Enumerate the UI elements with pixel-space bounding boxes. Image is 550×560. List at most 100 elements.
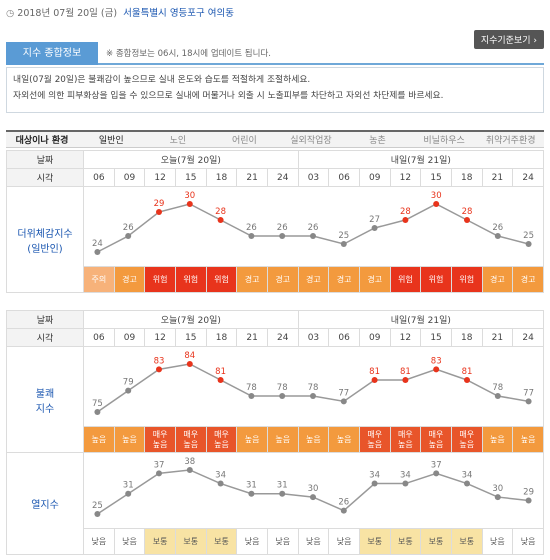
heatidx-chart-row: 열지수: [6, 452, 544, 555]
tab-bar: 지수 종합정보 ※ 종합정보는 06시, 18시에 업데이트 됩니다.: [6, 41, 544, 65]
heat-chart-area: [83, 186, 544, 267]
discomfort-level-cell: 높음: [236, 426, 268, 453]
heatidx-level-cell: 낮음: [266, 528, 299, 555]
level-text: 매우: [428, 429, 444, 439]
heatidx-level-badge: 보통: [175, 529, 206, 554]
discomfort-level-cell: 높음: [481, 426, 514, 453]
level-text: 높음: [275, 434, 291, 444]
level-text: 주의: [91, 274, 107, 284]
location-text[interactable]: 서울특별시 영등포구 여의동: [123, 8, 235, 19]
time-cell: 12: [389, 168, 422, 187]
discomfort-level-badge: 높음: [237, 427, 267, 452]
discomfort-level-cell: 매우 높음: [420, 426, 452, 453]
level-text: 위험: [398, 274, 413, 284]
level-text: 높음: [244, 434, 260, 444]
heatidx-level-badge: 낮음: [329, 529, 359, 554]
heatidx-level-badge: 보통: [145, 529, 175, 554]
heat-label-text: 더위체감지수: [17, 228, 73, 240]
heatidx-label-wrap: 열지수: [7, 496, 83, 511]
level-text: 보통: [367, 536, 383, 546]
time-cell: 18: [205, 328, 238, 347]
level-text: 경고: [367, 274, 383, 284]
time-label: 시각: [6, 328, 84, 347]
env-tabs: 대상이나 환경 일반인 노인 어린이 실외작업장 농촌 비닐하우스 취약거주환경: [6, 130, 544, 148]
env-tab-outdoor[interactable]: 실외작업장: [277, 130, 345, 148]
env-tab-children[interactable]: 어린이: [211, 130, 278, 148]
env-tab-greenhouse[interactable]: 비닐하우스: [410, 130, 478, 148]
time-cell: 24: [266, 168, 299, 187]
heatidx-level-badge: 보통: [206, 529, 237, 554]
level-text: 매우: [459, 429, 475, 439]
discomfort-level-badge: 매우 높음: [175, 427, 206, 452]
discomfort-level-badge: 매우 높음: [206, 427, 237, 452]
heat-level-badge: 경고: [482, 267, 513, 292]
discomfort-level-badge: 매우 높음: [390, 427, 421, 452]
heat-label-wrap: 더위체감지수 (일반인): [7, 225, 83, 255]
level-text: 보통: [214, 536, 229, 546]
discomfort-level-cell: 높음: [512, 426, 544, 453]
time-cell: 21: [236, 328, 268, 347]
heatidx-level-badge: 낮음: [482, 529, 513, 554]
heatidx-chart-area: [83, 452, 544, 529]
env-tab-farm[interactable]: 농촌: [344, 130, 411, 148]
discomfort-level-badge: 높음: [298, 427, 329, 452]
day-row: 날짜 오늘(7월 20일) 내일(7월 21일): [6, 310, 545, 329]
level-text: 낮음: [122, 536, 137, 546]
discomfort-level-badge: 매우 높음: [451, 427, 482, 452]
heat-badge-row: 주의 경고 위험 위험 위험 경고 경고 경고 경고 경고 위험 위험 위험 경고 경고: [7, 266, 544, 293]
level-text: 경고: [489, 274, 505, 284]
heatidx-level-badge: 낮음: [114, 529, 145, 554]
level-text: 경고: [244, 274, 260, 284]
heat-level-cell: 위험: [174, 266, 207, 293]
level-text: 경고: [336, 274, 352, 284]
env-tab-vulnerable[interactable]: 취약거주환경: [477, 130, 544, 148]
heatidx-label: 열지수: [6, 452, 84, 555]
date-location: ◷ 2018년 07월 20일 (금) 서울특별시 영등포구 여의동: [6, 5, 234, 19]
time-cell: 12: [144, 328, 176, 347]
level-text: 보통: [152, 536, 168, 546]
heatidx-level-badge: 낮음: [84, 529, 114, 554]
level-text: 낮음: [91, 536, 107, 546]
heat-level-badge: 위험: [451, 267, 482, 292]
heatidx-level-cell: 보통: [358, 528, 391, 555]
level-text: 높음: [122, 434, 137, 444]
criteria-button[interactable]: 지수기준보기 ›: [473, 30, 544, 49]
heat-level-cell: 위험: [144, 266, 176, 293]
heat-level-badge: 경고: [513, 267, 543, 292]
discomfort-level-badge: 높음: [513, 427, 543, 452]
time-cell: 15: [174, 328, 207, 347]
level-text: 보통: [183, 536, 199, 546]
heatidx-level-cell: 보통: [205, 528, 238, 555]
heatidx-level-cell: 낮음: [236, 528, 268, 555]
heatidx-level-cell: 낮음: [512, 528, 544, 555]
discomfort-label-text: 지수: [35, 403, 55, 415]
heat-level-badge: 경고: [114, 267, 145, 292]
heat-level-cell: 경고: [512, 266, 544, 293]
heat-level-cell: 경고: [236, 266, 268, 293]
level-text: 보통: [459, 536, 475, 546]
level-text: 낮음: [275, 536, 291, 546]
heat-chart-row: 더위체감지수 (일반인): [6, 186, 544, 293]
env-tab-elderly[interactable]: 노인: [144, 130, 212, 148]
heat-level-cell: 경고: [328, 266, 360, 293]
heat-level-badge: 위험: [175, 267, 206, 292]
level-text: 높음: [520, 434, 536, 444]
heat-level-cell: 위험: [389, 266, 422, 293]
discomfort-chart-row: 불쾌 지수: [6, 346, 544, 453]
day-label: 날짜: [6, 310, 84, 329]
heat-table: 날짜 오늘(7월 20일) 내일(7월 21일) 시각 06 09 12 15 18 21 24 03…: [6, 150, 545, 293]
heatidx-level-cell: 보통: [450, 528, 483, 555]
heat-level-badge: 위험: [390, 267, 421, 292]
level-text: 높음: [183, 439, 199, 449]
description-box: 내일(07월 20일)은 불쾌감이 높으므로 실내 온도와 습도를 적절하게 조…: [6, 67, 544, 113]
level-text: 매우: [398, 429, 413, 439]
time-cell: 21: [481, 328, 514, 347]
chevron-right-icon: ›: [533, 36, 537, 46]
level-text: 매우: [152, 429, 168, 439]
level-text: 보통: [428, 536, 444, 546]
tab-summary[interactable]: 지수 종합정보: [6, 42, 98, 65]
heatidx-level-badge: 보통: [451, 529, 482, 554]
heat-level-cell: 경고: [266, 266, 299, 293]
criteria-button-label: 지수기준보기: [480, 36, 531, 46]
env-tab-general[interactable]: 일반인: [78, 130, 145, 148]
